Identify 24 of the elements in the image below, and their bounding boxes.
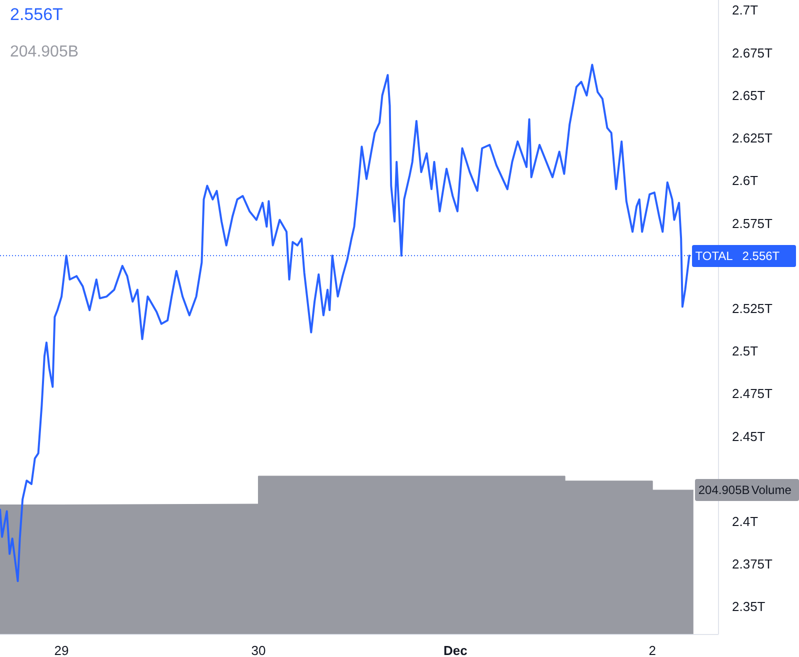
y-tick-label: 2.625T	[732, 130, 773, 146]
x-tick-label: 2	[648, 643, 656, 657]
y-tick-label: 2.6T	[732, 173, 758, 188]
y-tick-label: 2.65T	[732, 88, 766, 103]
series-label: TOTAL	[695, 248, 733, 265]
y-tick-label: 2.675T	[732, 45, 773, 60]
y-tick-label: 2.7T	[732, 2, 758, 18]
y-tick-label: 2.475T	[732, 386, 773, 402]
y-tick-label: 2.45T	[732, 428, 766, 444]
y-tick-label: 2.375T	[732, 556, 773, 572]
y-tick-label: 2.525T	[732, 300, 773, 316]
volume-tag: 204.905BVolume	[695, 479, 799, 502]
y-tick-label: 2.4T	[732, 514, 758, 530]
ref-line-label: 2.556T	[742, 248, 780, 265]
data-label: 204.905B	[698, 482, 750, 500]
x-tick-label: 29	[54, 643, 69, 657]
x-tick-label: 30	[251, 643, 266, 657]
x-tick-label: Dec	[443, 643, 468, 657]
y-tick-label: 2.35T	[732, 599, 766, 614]
price-tag: TOTAL 2.556T	[692, 244, 796, 267]
annotation: 2.556T	[10, 5, 63, 24]
y-tick-label: 2.5T	[732, 344, 758, 359]
annotation: 204.905B	[10, 44, 79, 60]
y-tick-label: 2.575T	[732, 216, 773, 231]
